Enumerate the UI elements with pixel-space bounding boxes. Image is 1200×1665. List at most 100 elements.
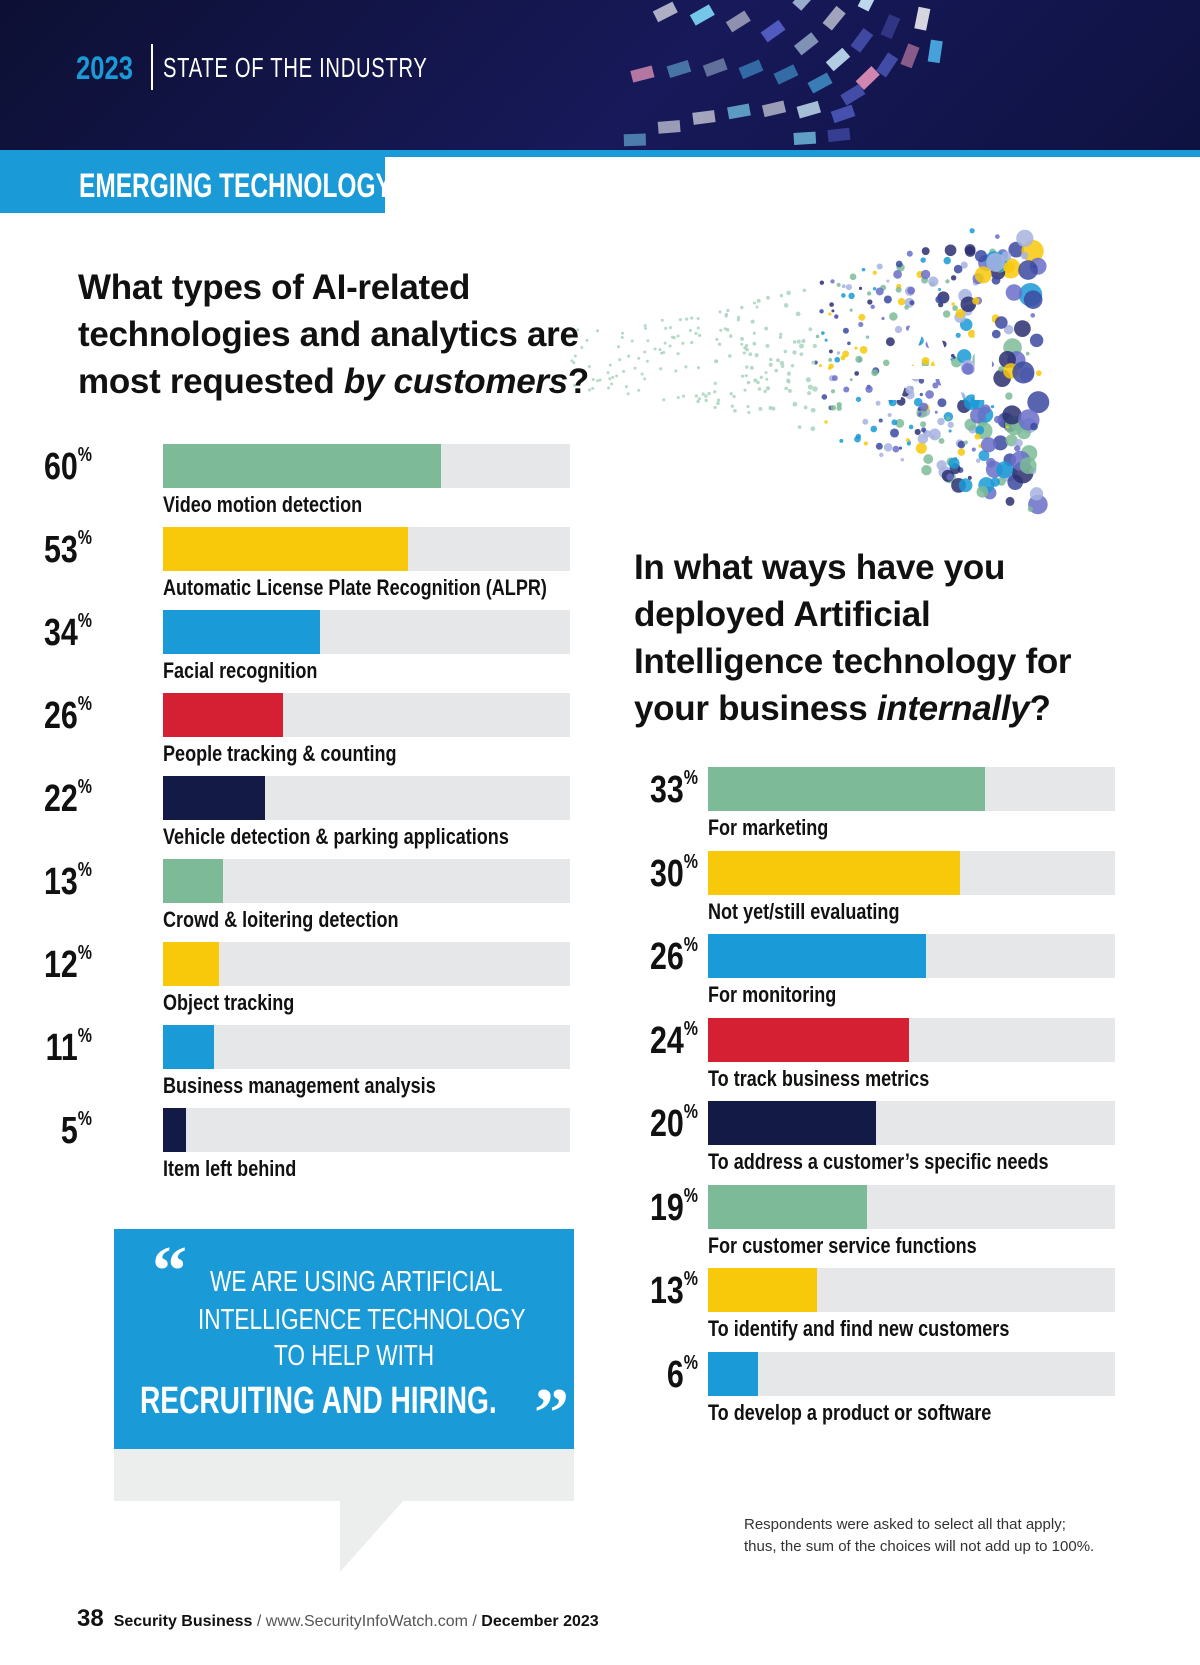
particle-dot <box>685 317 689 321</box>
particle-dot <box>928 428 941 441</box>
particle-dot <box>676 334 680 338</box>
bar-value-label: 24% <box>642 1018 698 1063</box>
particle-dot <box>935 373 949 386</box>
particle-dot <box>896 377 900 381</box>
bar-track <box>163 1108 570 1152</box>
particle-dot <box>974 250 988 263</box>
particle-dot <box>662 398 666 402</box>
particle-dot <box>779 293 784 298</box>
particle-dot <box>740 342 744 346</box>
percent-sign: % <box>683 1101 698 1123</box>
chart2-title: In what ways have you deployed Artificia… <box>634 544 1104 732</box>
particle-dot <box>758 406 763 411</box>
particle-dot <box>938 287 942 292</box>
bar-value: 5 <box>60 1110 78 1152</box>
particle-dot <box>863 441 868 446</box>
particle-dot <box>830 389 836 394</box>
bar-value-label: 33% <box>642 767 698 812</box>
bar-category-label: Object tracking <box>163 990 295 1015</box>
particle-dot <box>749 365 754 370</box>
bar-track <box>708 767 1115 811</box>
particle-dot <box>716 398 721 402</box>
bar-value-label: 13% <box>36 859 92 904</box>
particle-dot <box>855 396 862 402</box>
bar <box>708 934 927 978</box>
header-tile <box>796 100 821 119</box>
particle-dot <box>969 228 975 234</box>
particle-dot <box>1029 333 1044 348</box>
quote-line-2: INTELLIGENCE TECHNOLOGY <box>198 1304 526 1336</box>
particle-dot <box>591 377 595 381</box>
particle-dot <box>668 344 672 348</box>
particle-dot <box>786 371 792 376</box>
particle-dot <box>935 295 943 304</box>
particle-dot <box>1002 405 1022 425</box>
bar-value-label: 13% <box>642 1268 698 1313</box>
particle-dot <box>875 287 884 296</box>
open-quote-mark: “ <box>152 1233 187 1310</box>
particle-dot <box>637 388 641 392</box>
particle-dot <box>724 312 729 317</box>
particle-dot <box>918 378 925 384</box>
particle-dot <box>831 309 835 313</box>
header-year: 2023 <box>76 50 133 86</box>
particle-dot <box>854 371 860 376</box>
particle-dot <box>908 424 914 430</box>
particle-dot <box>688 329 692 333</box>
particle-dot <box>580 345 584 349</box>
particle-dot <box>925 390 934 399</box>
ai-letters: AI <box>880 292 1000 426</box>
header-tile <box>652 1 678 23</box>
particle-dot <box>716 401 720 406</box>
particle-dot <box>723 327 727 331</box>
particle-dot <box>847 341 851 346</box>
particle-dot <box>658 348 662 352</box>
particle-dot <box>834 356 841 363</box>
particle-dot <box>736 318 740 322</box>
particle-dot <box>1003 261 1015 273</box>
particle-dot <box>764 371 768 375</box>
particle-dot <box>894 325 903 334</box>
particle-dot <box>606 371 610 375</box>
bar-track <box>163 444 570 488</box>
particle-dot <box>807 384 813 390</box>
particle-dot <box>694 331 698 335</box>
particle-dot <box>834 314 839 319</box>
pull-quote: “ WE ARE USING ARTIFICIAL INTELLIGENCE T… <box>114 1229 574 1449</box>
particle-dot <box>888 398 897 407</box>
particle-dot <box>896 396 906 406</box>
particle-dot <box>990 405 995 409</box>
particle-dot <box>938 438 945 444</box>
particle-dot <box>829 302 834 307</box>
header-tile <box>702 58 728 77</box>
particle-dot <box>718 310 722 314</box>
particle-dot <box>674 369 678 373</box>
particle-dot <box>953 264 963 274</box>
header-decoration <box>623 0 943 147</box>
particle-dot <box>1003 324 1014 335</box>
particle-dot <box>988 361 995 368</box>
footer-url[interactable]: www.SecurityInfoWatch.com <box>265 1613 468 1630</box>
particle-dot <box>872 287 877 291</box>
particle-dot <box>740 374 745 378</box>
bar-value-label: 26% <box>642 934 698 979</box>
particle-dot <box>704 398 708 403</box>
particle-dot <box>1005 425 1009 429</box>
particle-dot <box>640 372 644 376</box>
bar <box>163 693 284 737</box>
particle-dot <box>1005 496 1015 506</box>
particle-dot <box>967 475 972 480</box>
particle-dot <box>740 305 744 310</box>
particle-dot <box>971 447 976 452</box>
particle-dot <box>827 366 832 370</box>
particle-dot <box>992 435 1008 451</box>
particle-dot <box>909 300 915 306</box>
particle-dot <box>757 387 762 391</box>
particle-dot <box>900 458 905 462</box>
particle-dot <box>792 350 797 355</box>
particle-dot <box>819 280 825 285</box>
header-title: STATE OF THE INDUSTRY <box>163 52 428 83</box>
particle-dot <box>842 327 849 334</box>
particle-dot <box>643 377 647 381</box>
ai-head-illustration: AI <box>567 228 1050 515</box>
